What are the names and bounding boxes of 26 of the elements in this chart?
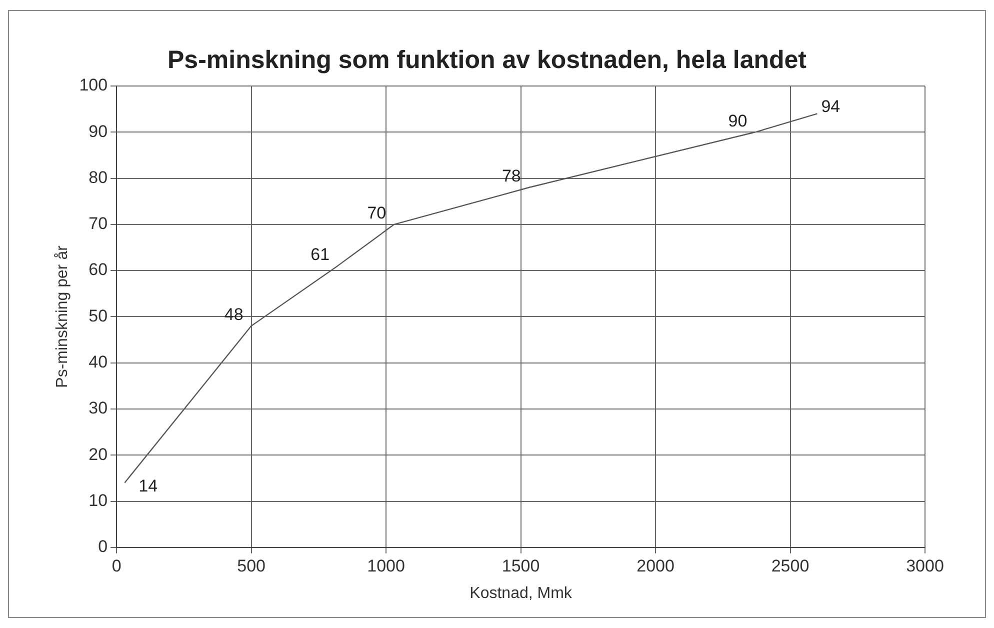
data-label: 61 (310, 245, 330, 264)
y-axis-title: Ps-minskning per år (54, 244, 72, 388)
data-label: 70 (367, 204, 386, 223)
y-tick-label: 40 (88, 352, 108, 372)
x-tick-label: 1500 (502, 556, 540, 576)
y-tick-label: 70 (88, 214, 108, 234)
y-tick-label: 60 (88, 260, 108, 280)
data-label: 90 (728, 111, 748, 130)
chart-title: Ps-minskning som funktion av kostnaden, hela landet (167, 46, 808, 74)
y-tick-label: 10 (88, 490, 108, 510)
x-tick-label: 2000 (636, 556, 674, 576)
x-tick-label: 500 (237, 556, 266, 576)
y-tick-label: 80 (88, 168, 108, 187)
y-tick-label: 0 (98, 537, 108, 556)
x-tick-label: 0 (112, 556, 122, 576)
x-tick-label: 1000 (367, 556, 405, 576)
data-label: 94 (821, 96, 840, 116)
y-tick-label: 50 (88, 306, 108, 326)
y-tick-label: 30 (88, 398, 108, 418)
x-tick-label: 3000 (906, 556, 944, 576)
x-axis-title: Kostnad, Mmk (470, 584, 573, 602)
y-tick-label: 100 (79, 76, 108, 95)
data-label: 14 (138, 476, 158, 496)
y-tick-label: 90 (88, 122, 108, 141)
y-tick-label: 20 (88, 444, 108, 464)
x-tick-label: 2500 (771, 556, 810, 576)
